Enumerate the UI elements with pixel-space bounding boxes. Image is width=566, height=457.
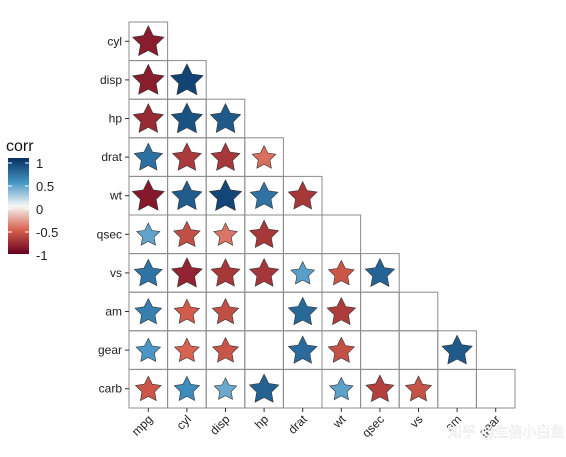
legend-colorbar [8, 158, 29, 254]
x-tick-label: wt [329, 412, 349, 432]
x-tick-label: disp [207, 412, 233, 438]
y-tick-label: carb [99, 382, 123, 396]
star-wt-mpg [131, 179, 165, 211]
y-tick-label: wt [109, 189, 123, 203]
star-carb-disp [213, 377, 238, 400]
x-tick-label: vs [407, 412, 425, 430]
grid-cell-gear-qsec [360, 330, 400, 370]
star-hp-cyl [170, 102, 204, 134]
star-drat-hp [251, 144, 277, 169]
star-vs-mpg [133, 258, 163, 287]
y-tick-label: am [105, 305, 122, 319]
x-axis-labels: mpg cyl disp hp drat wt qsec vs am gear [129, 408, 503, 440]
y-tick-label: drat [101, 150, 122, 164]
legend-title: corr [6, 138, 34, 155]
star-carb-hp [248, 373, 280, 403]
star-cyl-mpg [131, 25, 165, 57]
star-qsec-hp [249, 219, 280, 249]
grid-cell-carb-gear [475, 368, 516, 409]
y-tick-label: qsec [97, 227, 122, 241]
star-gear-drat [287, 335, 318, 364]
grid-cell-gear-hp [244, 330, 284, 370]
y-tick-label: cyl [107, 34, 122, 48]
x-tick-label: drat [285, 412, 310, 437]
star-carb-vs [404, 375, 433, 402]
star-am-cyl [173, 298, 201, 324]
x-tick-label: hp [252, 412, 272, 432]
grid-cell-am-qsec [360, 291, 400, 332]
star-vs-drat [290, 260, 316, 285]
grid-cell-qsec-wt [321, 214, 362, 255]
star-marks [131, 25, 473, 403]
star-qsec-cyl [173, 220, 201, 248]
y-tick-label: vs [110, 266, 122, 280]
y-tick-label: disp [100, 73, 122, 87]
star-carb-wt [328, 376, 354, 401]
legend-tick-label: -1 [36, 248, 48, 263]
y-tick-label: hp [109, 112, 123, 126]
grid-cell-am-hp [244, 291, 284, 332]
grid-cell-gear-vs [398, 330, 439, 370]
star-am-disp [211, 297, 240, 325]
x-tick-label: qsec [359, 412, 387, 440]
star-carb-cyl [173, 375, 201, 402]
star-gear-am [441, 334, 473, 365]
watermark: 知乎 @生信小白鱼 [448, 424, 564, 441]
star-vs-cyl [170, 257, 203, 288]
star-vs-hp [248, 258, 280, 287]
star-carb-mpg [134, 375, 162, 402]
star-wt-cyl [171, 180, 203, 211]
y-tick-label: gear [98, 343, 122, 357]
x-tick-label: cyl [174, 412, 194, 432]
star-gear-disp [211, 336, 240, 363]
star-am-drat [287, 296, 318, 326]
star-disp-cyl [170, 63, 204, 96]
star-vs-disp [210, 258, 241, 287]
star-hp-disp [209, 102, 242, 133]
star-wt-disp [208, 179, 243, 211]
legend-tick-label: -0.5 [36, 225, 58, 240]
x-tick-label: mpg [129, 412, 155, 438]
star-vs-qsec [364, 257, 396, 287]
star-carb-qsec [365, 374, 395, 403]
star-vs-wt [327, 259, 355, 286]
star-wt-drat [287, 180, 318, 210]
star-drat-cyl [171, 142, 202, 171]
y-axis-labels: cyl disp hp drat wt qsec vs am gear carb [97, 34, 129, 396]
grid-cell-qsec-drat [282, 214, 323, 255]
legend-tick-label: 0 [36, 202, 43, 217]
star-drat-disp [210, 142, 241, 171]
legend-tick-label: 0.5 [36, 179, 54, 194]
star-qsec-mpg [136, 222, 161, 246]
star-disp-mpg [131, 63, 165, 95]
star-am-mpg [134, 297, 163, 325]
grid-cell-am-vs [398, 291, 439, 332]
star-gear-mpg [135, 337, 162, 363]
grid-cell-carb-am [437, 368, 477, 409]
star-gear-wt [327, 336, 356, 363]
legend: corr 1 0.5 0 -0.5 -1 [6, 138, 58, 263]
grid-cell-carb-drat [282, 368, 323, 409]
star-am-wt [326, 296, 357, 326]
star-drat-mpg [133, 142, 164, 171]
star-wt-hp [249, 181, 279, 210]
star-qsec-disp [213, 222, 238, 246]
star-hp-mpg [132, 103, 164, 133]
star-gear-cyl [173, 337, 200, 363]
grid-cells [128, 21, 516, 409]
legend-tick-label: 1 [36, 156, 43, 171]
